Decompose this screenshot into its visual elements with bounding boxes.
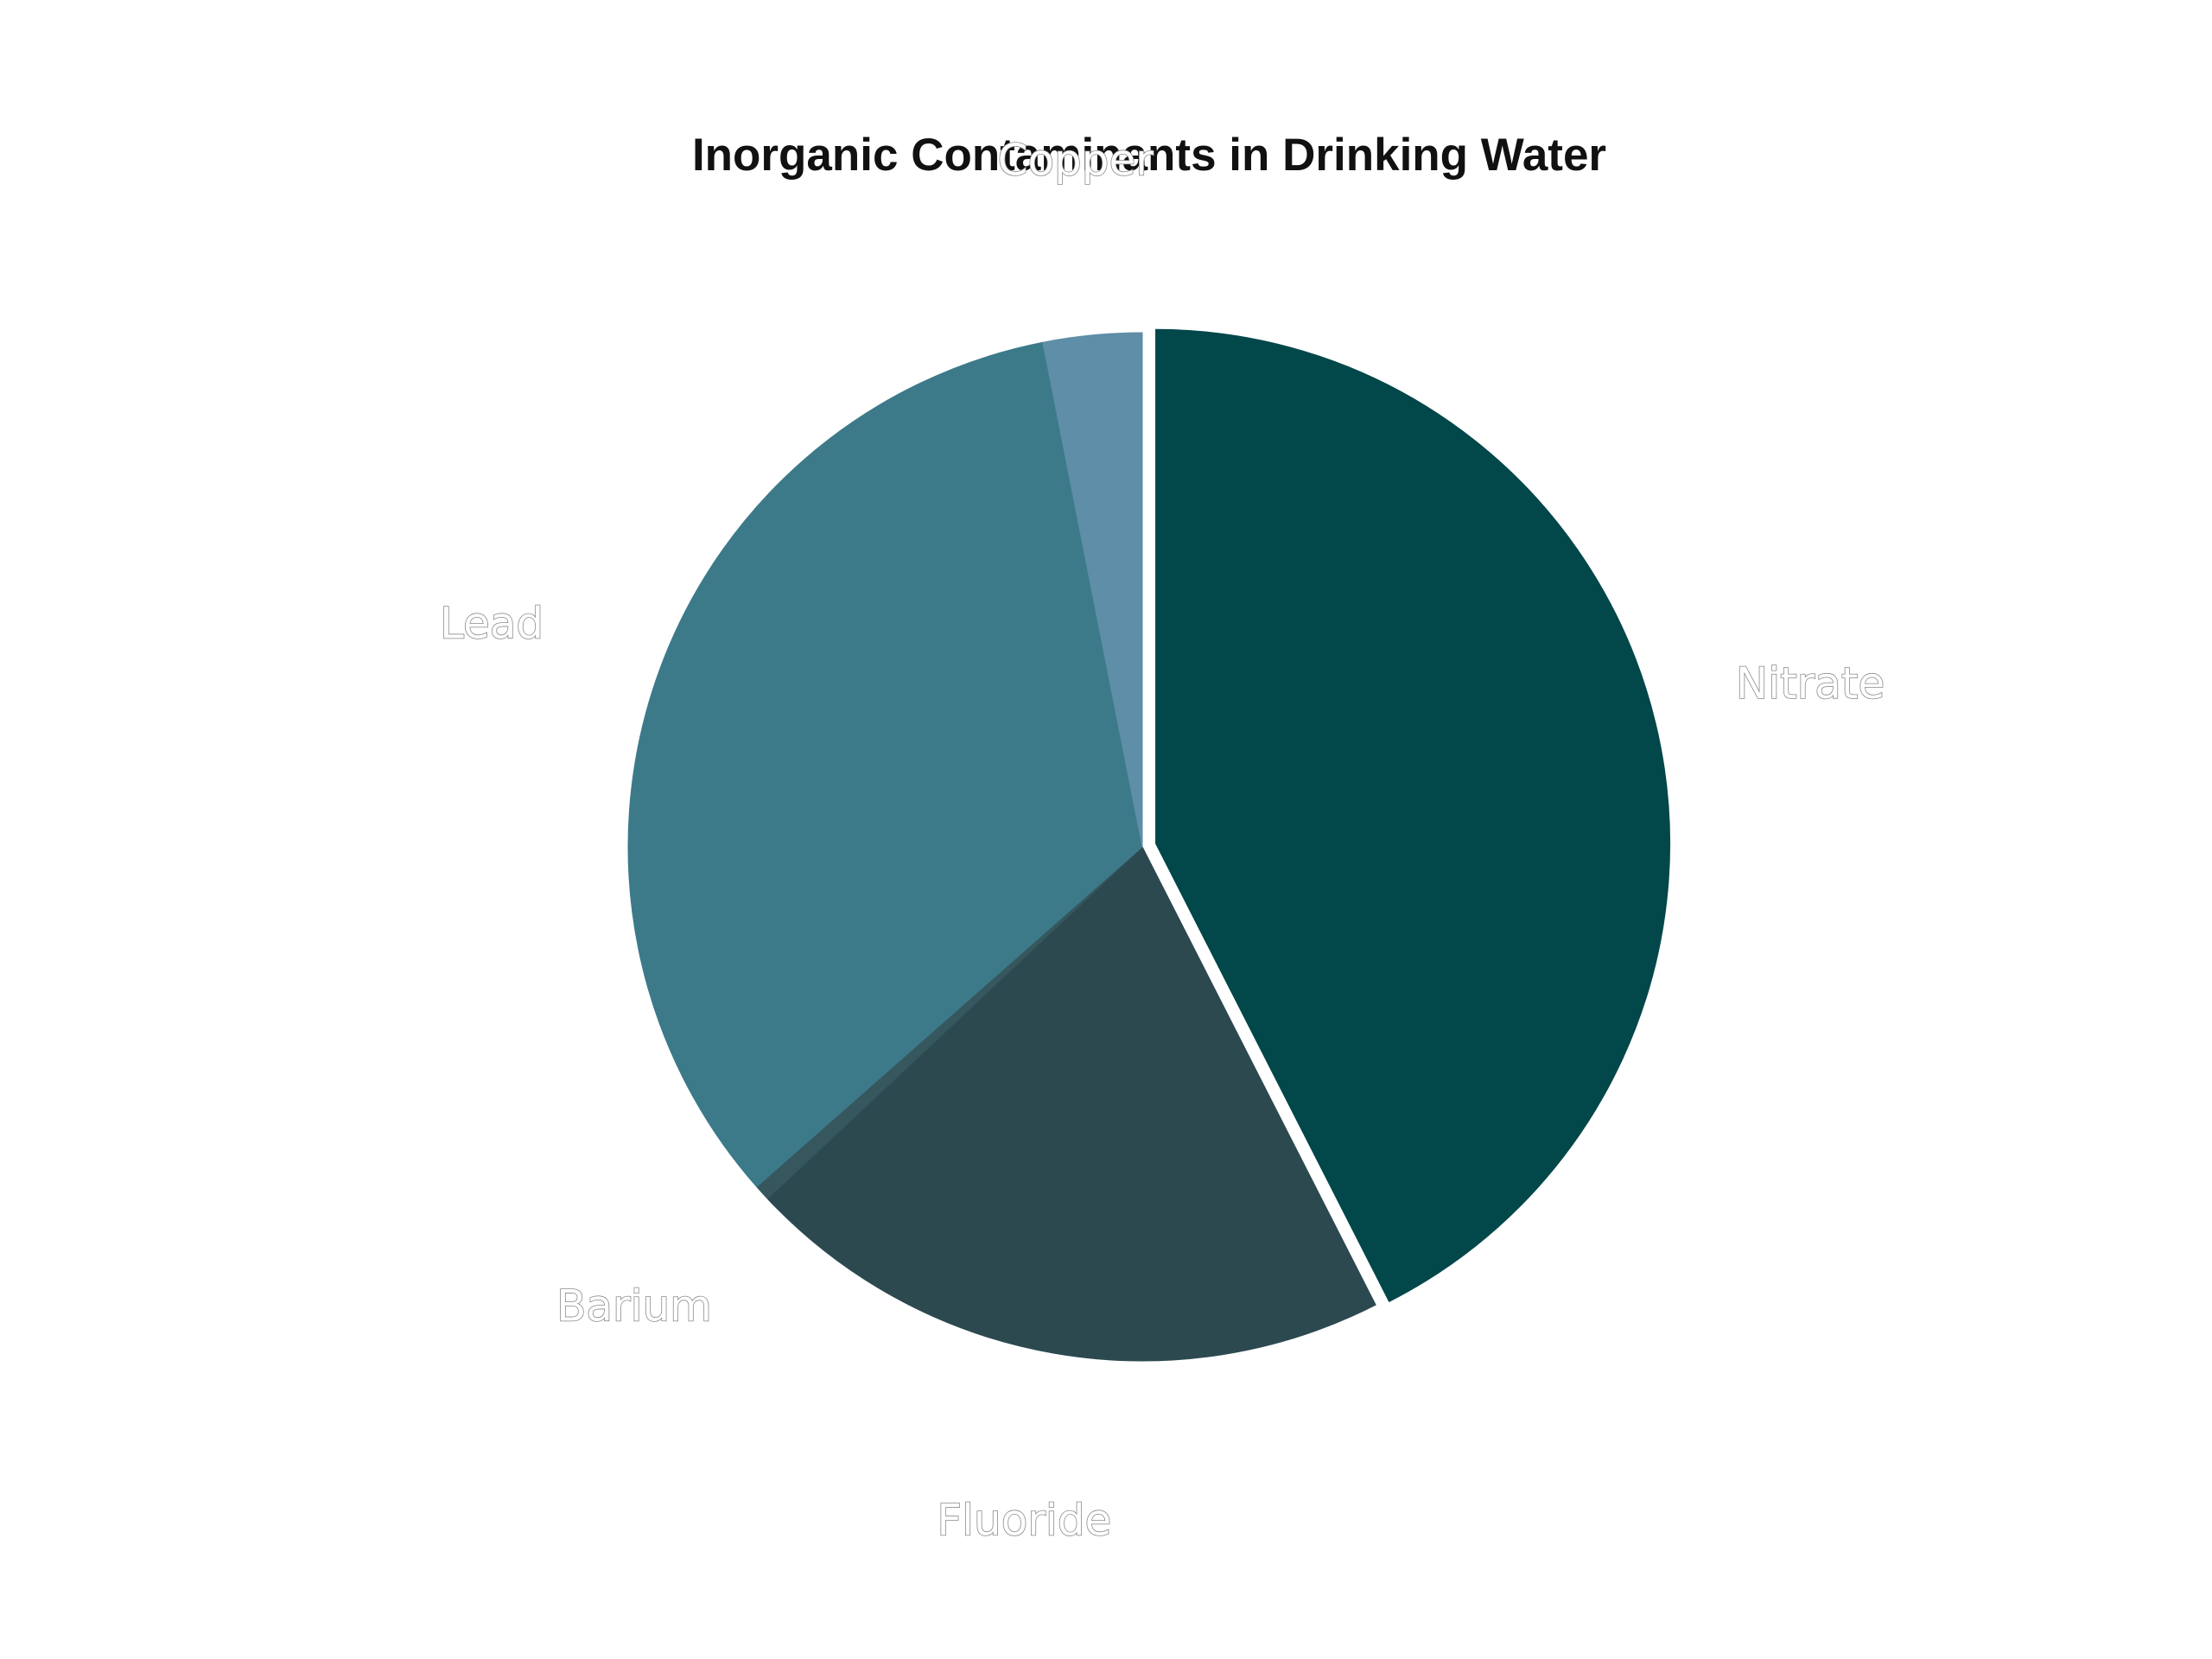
pie-slice-nitrate <box>1155 328 1670 1303</box>
chart-title: Inorganic Contaminants in Drinking Water <box>692 130 1606 181</box>
pie-slices <box>627 328 1670 1362</box>
pie-label-fluoride: Fluoride <box>937 1496 1111 1546</box>
pie-slice-copper <box>1042 332 1143 848</box>
pie-label-barium: Barium <box>556 1281 712 1332</box>
pie-label-nitrate: Nitrate <box>1736 658 1885 709</box>
pie-slice-fluoride <box>766 846 1376 1362</box>
pie-label-lead: Lead <box>440 598 543 648</box>
pie-slice-lead <box>627 341 1143 1188</box>
pie-labels: Nitrate Fluoride Barium Lead Copper <box>439 134 1885 1546</box>
pie-label-copper: Copper <box>998 135 1154 185</box>
